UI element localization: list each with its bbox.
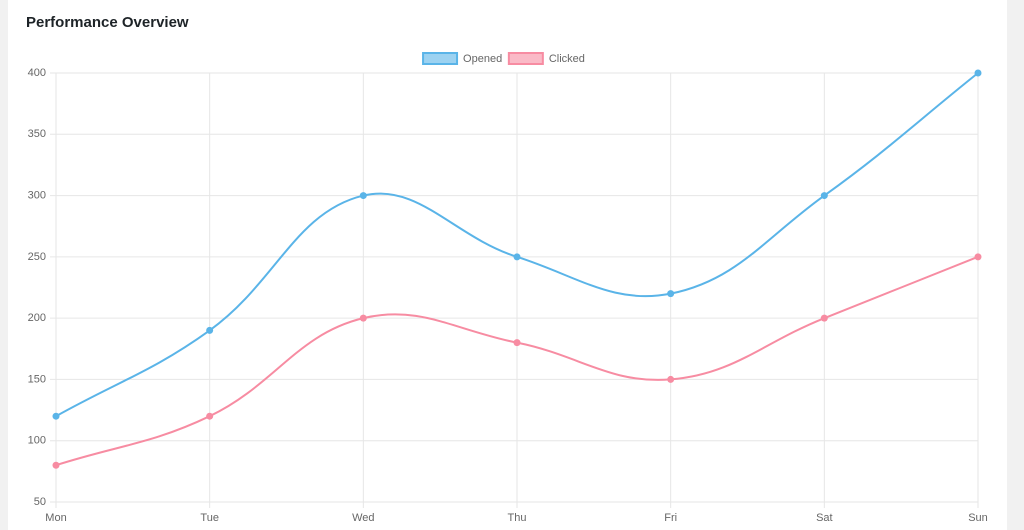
legend-label: Opened	[463, 53, 502, 65]
x-tick-label: Tue	[200, 512, 219, 524]
x-tick-label: Fri	[664, 512, 677, 524]
legend-label: Clicked	[549, 53, 585, 65]
data-point	[359, 314, 367, 322]
y-tick-label: 350	[28, 128, 46, 140]
data-point	[974, 69, 982, 77]
y-tick-label: 150	[28, 373, 46, 385]
data-point	[206, 412, 214, 420]
data-point	[206, 326, 214, 334]
x-tick-label: Wed	[352, 512, 374, 524]
data-point	[667, 375, 675, 383]
y-tick-label: 100	[28, 435, 46, 447]
data-point	[52, 461, 60, 469]
y-tick-label: 200	[28, 312, 46, 324]
x-tick-label: Sun	[968, 512, 988, 524]
x-tick-label: Mon	[45, 512, 66, 524]
legend-swatch	[507, 52, 544, 65]
y-tick-label: 300	[28, 189, 46, 201]
card-title: Performance Overview	[26, 14, 189, 31]
data-point	[513, 339, 521, 347]
x-tick-label: Thu	[508, 512, 527, 524]
data-point	[820, 192, 828, 200]
legend-swatch	[422, 52, 459, 65]
data-point	[974, 253, 982, 261]
data-point	[820, 314, 828, 322]
data-point	[52, 412, 60, 420]
y-tick-label: 400	[28, 67, 46, 79]
x-tick-label: Sat	[816, 512, 833, 524]
data-point	[513, 253, 521, 261]
y-tick-label: 50	[34, 496, 46, 508]
data-point	[667, 290, 675, 298]
y-tick-label: 250	[28, 251, 46, 263]
data-point	[359, 192, 367, 200]
card: Performance Overview	[8, 0, 1007, 530]
